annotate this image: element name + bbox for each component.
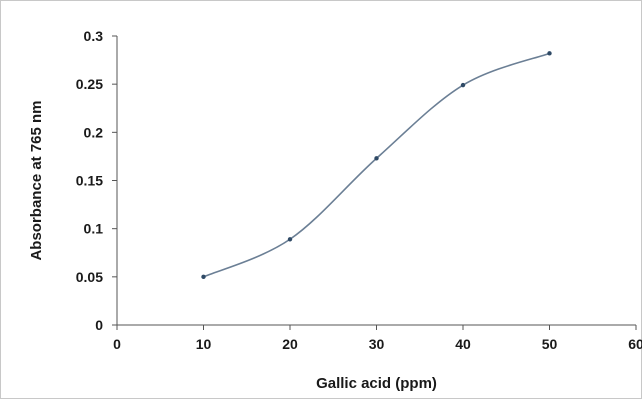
data-point (287, 237, 293, 242)
y-tick-label: 0 (95, 317, 103, 333)
axes (116, 36, 636, 326)
x-tick-label: 20 (282, 336, 298, 352)
x-axis-title: Gallic acid (ppm) (316, 375, 437, 392)
y-tick-label: 0.15 (76, 173, 103, 189)
x-tick-label: 50 (542, 336, 558, 352)
x-ticks: 0 10 20 30 40 50 60 (113, 325, 642, 352)
x-tick-label: 10 (196, 336, 212, 352)
x-tick-label: 0 (113, 336, 121, 352)
y-tick-label: 0.05 (76, 269, 103, 285)
data-point (201, 274, 206, 280)
y-tick-label: 0.3 (84, 28, 104, 44)
y-axis-title: Absorbance at 765 nm (28, 100, 45, 260)
data-point (547, 51, 552, 56)
x-tick-label: 60 (628, 336, 642, 352)
y-tick-label: 0.2 (84, 124, 104, 140)
data-point (460, 82, 466, 88)
x-tick-label: 30 (369, 336, 385, 352)
y-ticks: 0 0.05 0.1 0.15 0.2 0.25 0.3 (76, 28, 117, 333)
series-points (201, 51, 552, 280)
y-tick-label: 0.25 (76, 76, 103, 92)
data-point (374, 156, 379, 161)
y-tick-label: 0.1 (84, 221, 104, 237)
x-tick-label: 40 (455, 336, 471, 352)
series-line (203, 52, 550, 278)
